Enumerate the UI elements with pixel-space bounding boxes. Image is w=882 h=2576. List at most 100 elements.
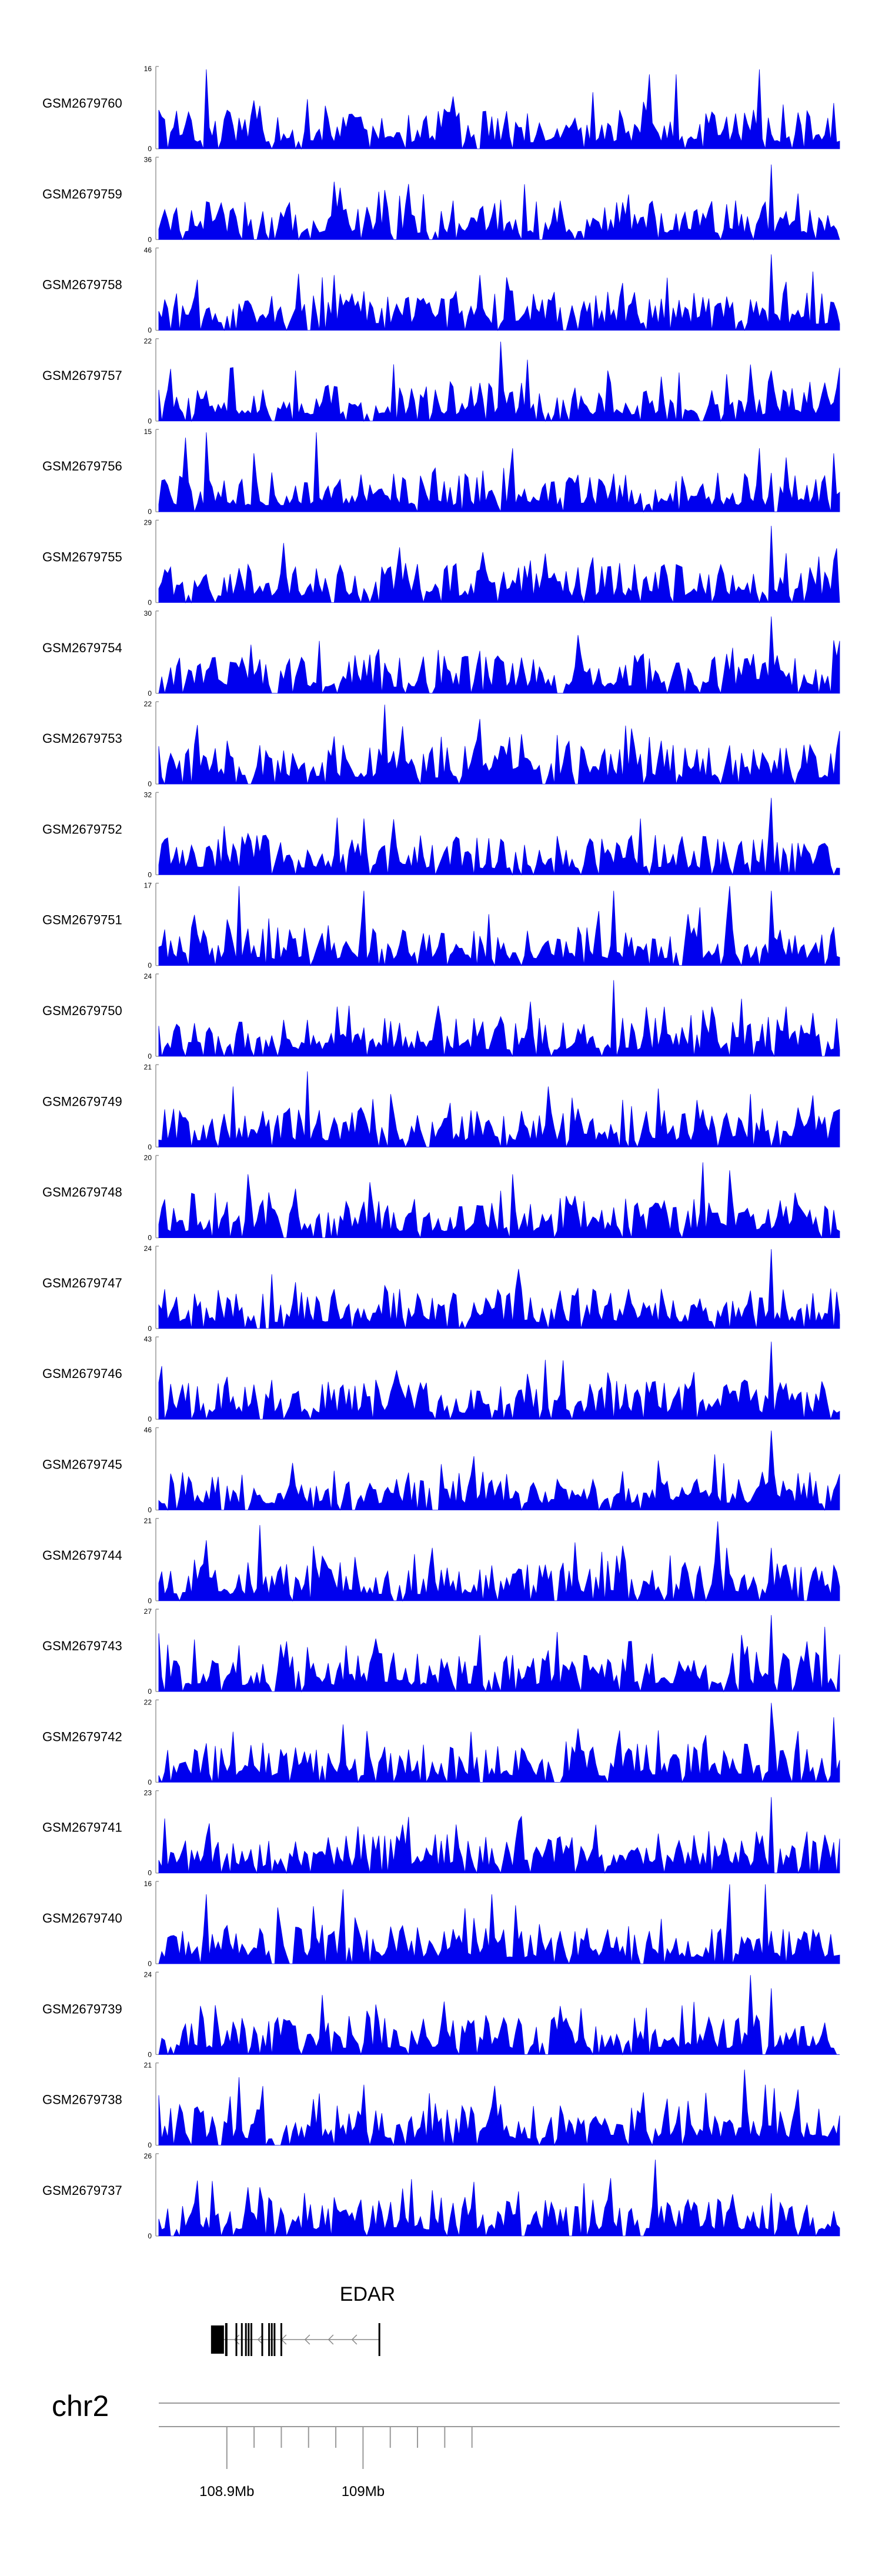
track-name: GSM2679749 <box>42 1094 122 1109</box>
coverage-track: GSM2679750 24 0 <box>42 972 840 1060</box>
coverage-track: GSM2679746 43 0 <box>42 1335 840 1423</box>
y-tick-label-max: 46 <box>144 1426 152 1434</box>
y-tick-label-zero: 0 <box>148 1869 152 1877</box>
y-tick-label-zero: 0 <box>148 1778 152 1786</box>
y-tick-label-max: 30 <box>144 609 152 618</box>
coverage-track: GSM2679743 27 0 <box>42 1607 840 1696</box>
y-tick-label-zero: 0 <box>148 870 152 879</box>
track-name: GSM2679737 <box>42 2183 122 2198</box>
strand-chevron <box>304 2334 310 2345</box>
x-axis: 108.9Mb 109Mb <box>159 2426 840 2500</box>
coverage-area <box>158 886 840 967</box>
y-tick-label-max: 32 <box>144 790 152 799</box>
chromosome-label: chr2 <box>52 2390 109 2422</box>
y-tick-label-max: 29 <box>144 519 152 527</box>
strand-chevron <box>233 2334 240 2345</box>
gene-structure <box>211 2323 380 2356</box>
y-tick-label-max: 16 <box>144 65 152 73</box>
track-name: GSM2679746 <box>42 1366 122 1381</box>
y-tick-label-max: 22 <box>144 337 152 345</box>
track-name: GSM2679741 <box>42 1820 122 1835</box>
strand-chevron <box>351 2334 358 2345</box>
coverage-area <box>158 1797 840 1874</box>
track-name: GSM2679750 <box>42 1003 122 1018</box>
coverage-area <box>158 616 840 695</box>
y-tick-label-max: 36 <box>144 155 152 163</box>
coverage-area <box>158 1249 840 1330</box>
coverage-area <box>158 69 840 150</box>
y-tick-label-max: 17 <box>144 882 152 890</box>
y-tick-label-zero: 0 <box>148 235 152 243</box>
y-tick-label-zero: 0 <box>148 689 152 698</box>
gene-exon-first <box>211 2325 224 2354</box>
x-tick-label: 109Mb <box>342 2484 385 2500</box>
y-tick-label-zero: 0 <box>148 2141 152 2150</box>
y-tick-label-zero: 0 <box>148 1960 152 1968</box>
track-name: GSM2679745 <box>42 1457 122 1472</box>
coverage-area <box>158 1703 840 1783</box>
y-tick-label-max: 24 <box>144 972 152 980</box>
y-tick-label-zero: 0 <box>148 2050 152 2058</box>
coverage-area <box>158 980 840 1057</box>
y-tick-label-zero: 0 <box>148 1143 152 1151</box>
coverage-track: GSM2679738 21 0 <box>42 2061 840 2150</box>
coverage-area <box>158 1430 840 1511</box>
coverage-track: GSM2679740 16 0 <box>42 1880 840 1968</box>
track-name: GSM2679755 <box>42 550 122 565</box>
y-tick-label-max: 24 <box>144 1244 152 1253</box>
coverage-area <box>158 341 840 422</box>
coverage-track: GSM2679744 21 0 <box>42 1517 840 1605</box>
y-tick-label-max: 23 <box>144 1789 152 1797</box>
y-tick-label-max: 43 <box>144 1335 152 1343</box>
coverage-area <box>158 1071 840 1148</box>
track-name: GSM2679738 <box>42 2093 122 2107</box>
track-name: GSM2679756 <box>42 459 122 473</box>
coverage-area <box>158 1615 840 1693</box>
coverage-track: GSM2679748 20 0 <box>42 1154 840 1242</box>
track-name: GSM2679740 <box>42 1911 122 1926</box>
y-tick-label-max: 15 <box>144 428 152 436</box>
y-tick-label-max: 22 <box>144 1698 152 1706</box>
y-tick-label-zero: 0 <box>148 1506 152 1514</box>
y-tick-label-zero: 0 <box>148 962 152 970</box>
y-tick-label-max: 46 <box>144 246 152 255</box>
y-tick-label-max: 21 <box>144 1517 152 1525</box>
coverage-track: GSM2679747 24 0 <box>42 1244 840 1333</box>
coverage-area <box>158 705 840 785</box>
coverage-track: GSM2679749 21 0 <box>42 1063 840 1151</box>
track-name: GSM2679752 <box>42 822 122 836</box>
y-tick-label-zero: 0 <box>148 417 152 425</box>
track-name: GSM2679739 <box>42 2001 122 2016</box>
y-tick-label-max: 26 <box>144 2152 152 2160</box>
coverage-track: GSM2679755 29 0 <box>42 519 840 607</box>
track-name: GSM2679754 <box>42 640 122 655</box>
coverage-track: GSM2679737 26 0 <box>42 2152 840 2240</box>
y-tick-label-max: 20 <box>144 1154 152 1162</box>
track-name: GSM2679760 <box>42 96 122 111</box>
y-tick-label-zero: 0 <box>148 1687 152 1696</box>
y-tick-label-max: 24 <box>144 1970 152 1978</box>
coverage-area <box>158 1884 840 1965</box>
track-name: GSM2679742 <box>42 1729 122 1744</box>
y-tick-label-zero: 0 <box>148 1052 152 1060</box>
coverage-area <box>158 2069 840 2147</box>
y-tick-label-zero: 0 <box>148 599 152 607</box>
coverage-track: GSM2679757 22 0 <box>42 337 840 425</box>
track-name: GSM2679751 <box>42 913 122 927</box>
track-name: GSM2679753 <box>42 731 122 746</box>
track-name: GSM2679748 <box>42 1185 122 1200</box>
y-tick-label-max: 16 <box>144 1880 152 1888</box>
y-tick-label-zero: 0 <box>148 145 152 153</box>
y-tick-label-zero: 0 <box>148 780 152 788</box>
y-tick-label-zero: 0 <box>148 1415 152 1423</box>
coverage-track: GSM2679758 46 0 <box>42 246 840 335</box>
coverage-track: GSM2679756 15 0 <box>42 428 840 516</box>
y-tick-label-zero: 0 <box>148 508 152 516</box>
y-tick-label-max: 21 <box>144 1063 152 1071</box>
coverage-tracks: GSM2679760160GSM2679759360GSM2679758460G… <box>42 65 840 2240</box>
coverage-area <box>158 1162 840 1239</box>
y-tick-label-zero: 0 <box>148 326 152 335</box>
coverage-area <box>158 526 840 604</box>
coverage-track: GSM2679741 23 0 <box>42 1789 840 1877</box>
